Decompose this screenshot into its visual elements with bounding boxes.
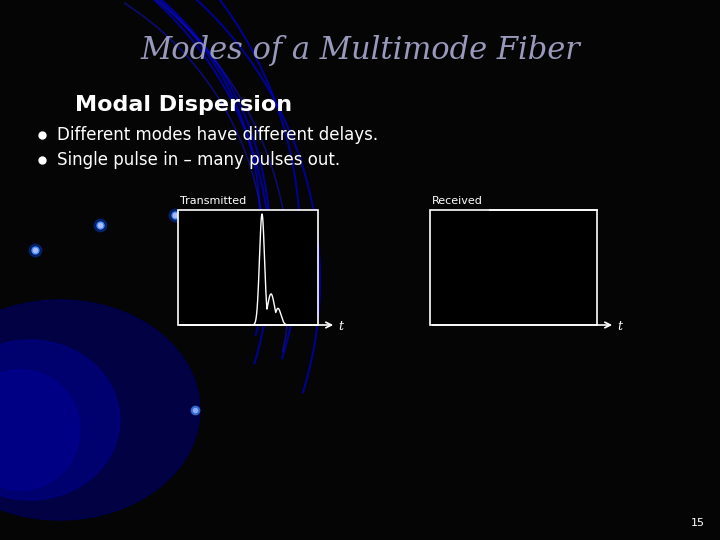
Text: Modes of a Multimode Fiber: Modes of a Multimode Fiber: [140, 35, 580, 65]
Bar: [430, 210, 597, 325]
Ellipse shape: [0, 340, 120, 500]
Text: t: t: [338, 320, 343, 333]
Bar: [178, 210, 318, 325]
Text: Received: Received: [432, 196, 483, 206]
Text: 15: 15: [691, 518, 705, 528]
Ellipse shape: [0, 370, 80, 490]
Text: Transmitted: Transmitted: [180, 196, 246, 206]
Text: Single pulse in – many pulses out.: Single pulse in – many pulses out.: [57, 151, 340, 169]
Text: Modal Dispersion: Modal Dispersion: [75, 95, 292, 115]
Text: Different modes have different delays.: Different modes have different delays.: [57, 126, 378, 144]
Ellipse shape: [0, 300, 200, 520]
Text: t: t: [617, 320, 622, 333]
